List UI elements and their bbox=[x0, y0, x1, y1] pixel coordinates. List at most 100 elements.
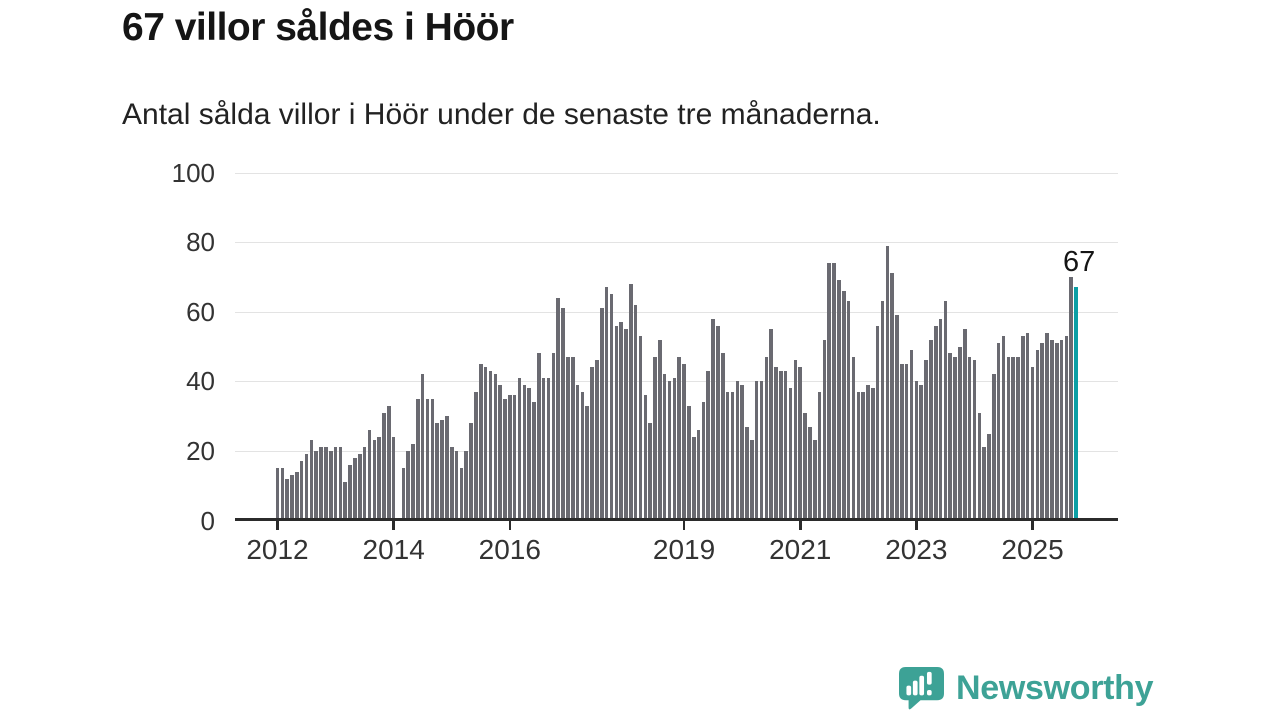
x-axis-line bbox=[235, 518, 1118, 521]
bar bbox=[764, 356, 769, 521]
x-axis-label: 2016 bbox=[478, 534, 541, 565]
bar bbox=[449, 447, 454, 521]
bar bbox=[416, 398, 420, 521]
bar bbox=[972, 360, 977, 521]
bar bbox=[1021, 336, 1025, 521]
bar bbox=[285, 478, 289, 521]
bar bbox=[430, 398, 435, 521]
bar bbox=[682, 363, 686, 521]
bar bbox=[1050, 339, 1054, 521]
highlighted-bar bbox=[1074, 287, 1078, 521]
bar bbox=[435, 423, 439, 521]
bar bbox=[967, 356, 972, 521]
bar bbox=[483, 367, 488, 521]
bar bbox=[691, 436, 696, 521]
y-axis-label: 100 bbox=[171, 157, 215, 188]
bar bbox=[299, 461, 304, 521]
bar bbox=[1001, 336, 1006, 521]
bar bbox=[377, 436, 381, 521]
bar bbox=[866, 384, 870, 521]
bar bbox=[919, 384, 923, 521]
bar bbox=[333, 447, 338, 521]
page-title: 67 villor såldes i Höör bbox=[122, 6, 514, 49]
bar bbox=[953, 356, 957, 521]
bar bbox=[745, 426, 749, 521]
bar bbox=[687, 405, 691, 521]
bar bbox=[841, 290, 846, 521]
bar bbox=[677, 356, 681, 521]
bar bbox=[977, 412, 982, 521]
gridline bbox=[235, 242, 1118, 244]
bar bbox=[338, 447, 343, 521]
bar bbox=[367, 430, 372, 521]
bar bbox=[658, 339, 662, 521]
bar bbox=[1054, 343, 1059, 521]
bar bbox=[982, 447, 986, 521]
bar bbox=[372, 440, 377, 521]
bar bbox=[803, 412, 807, 521]
bar bbox=[1069, 276, 1074, 521]
bar bbox=[619, 322, 623, 521]
bar-value-annotation: 67 bbox=[1062, 246, 1096, 279]
bar bbox=[532, 402, 536, 521]
bar bbox=[885, 245, 890, 521]
bar bbox=[1016, 356, 1020, 521]
bar bbox=[735, 381, 740, 521]
newsworthy-chart-bubble-icon bbox=[898, 666, 945, 711]
bar bbox=[1064, 336, 1069, 521]
bar bbox=[362, 447, 367, 521]
bar bbox=[808, 426, 812, 521]
y-axis-label: 0 bbox=[200, 505, 215, 536]
bar bbox=[643, 395, 648, 521]
bar bbox=[725, 391, 730, 521]
bar bbox=[420, 374, 425, 521]
x-axis-tick bbox=[392, 521, 395, 530]
bar bbox=[541, 377, 546, 521]
plot-area: 0 20 40 60 80 100 2012 2014 2016 2019 2021 2023 2025… bbox=[172, 158, 1118, 565]
bar bbox=[653, 356, 657, 521]
bar bbox=[1045, 332, 1049, 521]
bar bbox=[454, 450, 459, 521]
bar bbox=[551, 353, 556, 521]
bar bbox=[498, 384, 502, 521]
bar bbox=[711, 318, 715, 521]
y-axis-label: 40 bbox=[186, 366, 215, 397]
bar bbox=[812, 440, 817, 521]
bar bbox=[846, 301, 851, 521]
x-axis-label: 2019 bbox=[652, 534, 716, 565]
bar bbox=[585, 405, 590, 521]
bar bbox=[570, 356, 575, 521]
bar bbox=[696, 430, 701, 521]
bar bbox=[546, 377, 551, 521]
bar bbox=[503, 398, 507, 521]
bar bbox=[1025, 332, 1030, 521]
bar bbox=[754, 381, 759, 521]
bar bbox=[740, 384, 744, 521]
bar bbox=[411, 443, 415, 521]
bar bbox=[701, 402, 706, 521]
bar bbox=[295, 471, 299, 521]
bar bbox=[517, 377, 522, 521]
gridline bbox=[235, 172, 1118, 174]
bar bbox=[464, 450, 469, 521]
x-axis-label: 2012 bbox=[246, 534, 309, 565]
bar bbox=[401, 468, 406, 521]
bar bbox=[561, 308, 565, 521]
bar bbox=[730, 391, 735, 521]
bar bbox=[556, 297, 560, 521]
bar bbox=[537, 353, 541, 521]
y-axis-label: 80 bbox=[186, 227, 215, 258]
bar bbox=[633, 304, 638, 521]
bar bbox=[319, 447, 323, 521]
bar bbox=[629, 283, 633, 521]
bar bbox=[440, 419, 444, 521]
bar bbox=[900, 363, 904, 521]
bar bbox=[938, 318, 943, 521]
bar bbox=[914, 381, 919, 521]
y-axis-label: 20 bbox=[186, 435, 215, 466]
newsworthy-logo: Newsworthy bbox=[898, 666, 1154, 711]
bar bbox=[716, 325, 720, 521]
bar bbox=[822, 339, 827, 521]
bar bbox=[662, 374, 667, 521]
bar bbox=[706, 370, 711, 521]
